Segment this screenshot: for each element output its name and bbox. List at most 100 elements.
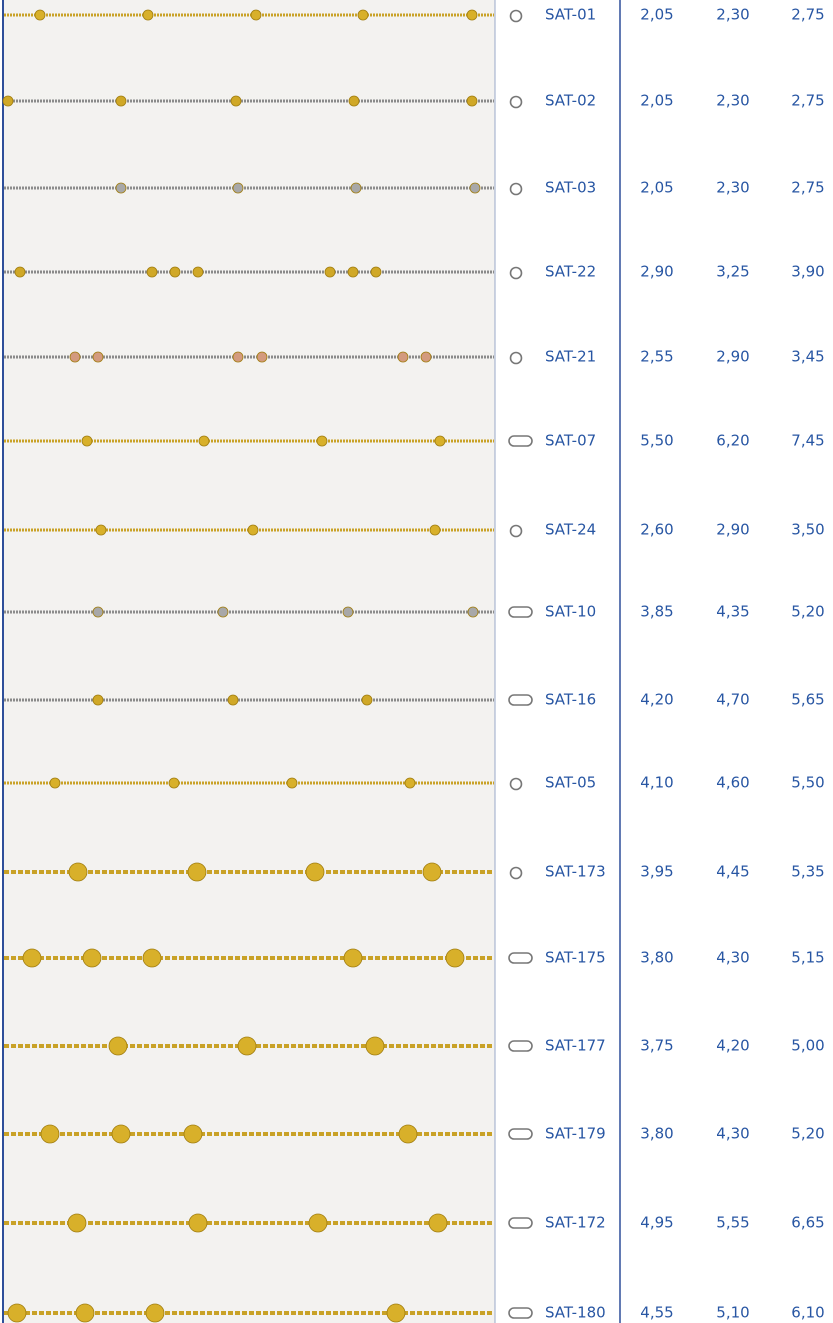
bead <box>347 266 359 278</box>
bead <box>115 95 127 107</box>
bead <box>386 1303 406 1323</box>
bead <box>286 777 298 789</box>
bead <box>237 1036 257 1056</box>
price: 5,50 <box>791 774 824 792</box>
clasp-icon <box>509 524 523 538</box>
bead <box>316 435 328 447</box>
bead <box>398 1124 418 1144</box>
price: 4,70 <box>716 691 749 709</box>
bead <box>445 948 465 968</box>
bead <box>82 948 102 968</box>
bead <box>256 351 268 363</box>
bead <box>108 1036 128 1056</box>
bead <box>111 1124 131 1144</box>
bead <box>361 694 373 706</box>
price: 2,05 <box>640 92 673 110</box>
bead <box>250 9 262 21</box>
bead <box>397 351 409 363</box>
bead <box>69 351 81 363</box>
bead <box>14 266 26 278</box>
bead <box>192 266 204 278</box>
price: 2,60 <box>640 521 673 539</box>
product-code: SAT-177 <box>545 1037 606 1055</box>
product-code: SAT-22 <box>545 263 596 281</box>
clasp-icon <box>508 694 533 706</box>
price: 5,20 <box>791 603 824 621</box>
price: 3,50 <box>791 521 824 539</box>
price: 5,50 <box>640 432 673 450</box>
bead <box>49 777 61 789</box>
bead <box>92 351 104 363</box>
product-code: SAT-03 <box>545 179 596 197</box>
bead <box>466 95 478 107</box>
price: 2,90 <box>640 263 673 281</box>
product-code: SAT-21 <box>545 348 596 366</box>
clasp-icon <box>508 1040 533 1052</box>
bead <box>92 606 104 618</box>
price: 5,00 <box>791 1037 824 1055</box>
price: 5,65 <box>791 691 824 709</box>
bead <box>183 1124 203 1144</box>
product-code: SAT-10 <box>545 603 596 621</box>
price: 3,95 <box>640 863 673 881</box>
clasp-icon <box>509 266 523 280</box>
price: 2,05 <box>640 179 673 197</box>
bead <box>230 95 242 107</box>
bead <box>467 606 479 618</box>
bead <box>169 266 181 278</box>
bead <box>34 9 46 21</box>
clasp-icon <box>509 9 523 23</box>
bead <box>95 524 107 536</box>
bead <box>81 435 93 447</box>
price: 4,45 <box>716 863 749 881</box>
bead <box>198 435 210 447</box>
bead <box>305 862 325 882</box>
price: 2,90 <box>716 521 749 539</box>
bead <box>187 862 207 882</box>
bead <box>247 524 259 536</box>
price: 3,80 <box>640 949 673 967</box>
clasp-icon <box>509 95 523 109</box>
price: 4,55 <box>640 1304 673 1322</box>
price: 4,35 <box>716 603 749 621</box>
clasp-icon <box>508 1128 533 1140</box>
bead <box>350 182 362 194</box>
bead <box>217 606 229 618</box>
image-panel <box>3 0 495 1323</box>
price: 4,30 <box>716 949 749 967</box>
price: 2,75 <box>791 92 824 110</box>
bead <box>370 266 382 278</box>
price: 3,45 <box>791 348 824 366</box>
price: 3,75 <box>640 1037 673 1055</box>
bead <box>357 9 369 21</box>
bead <box>2 95 14 107</box>
bead <box>227 694 239 706</box>
clasp-icon <box>509 351 523 365</box>
bead <box>7 1303 27 1323</box>
bead <box>469 182 481 194</box>
price: 2,30 <box>716 179 749 197</box>
bead <box>420 351 432 363</box>
price: 4,20 <box>716 1037 749 1055</box>
bead <box>145 1303 165 1323</box>
price: 4,95 <box>640 1214 673 1232</box>
bead <box>40 1124 60 1144</box>
price: 2,30 <box>716 6 749 24</box>
bead <box>232 351 244 363</box>
price: 2,75 <box>791 6 824 24</box>
bead <box>434 435 446 447</box>
bead <box>343 948 363 968</box>
clasp-icon <box>509 866 523 880</box>
product-code: SAT-180 <box>545 1304 606 1322</box>
product-code: SAT-16 <box>545 691 596 709</box>
price: 4,30 <box>716 1125 749 1143</box>
product-code: SAT-05 <box>545 774 596 792</box>
bead <box>168 777 180 789</box>
bead <box>115 182 127 194</box>
bead <box>92 694 104 706</box>
product-code: SAT-175 <box>545 949 606 967</box>
clasp-icon <box>508 606 533 618</box>
clasp-icon <box>508 1307 533 1319</box>
bead <box>142 948 162 968</box>
